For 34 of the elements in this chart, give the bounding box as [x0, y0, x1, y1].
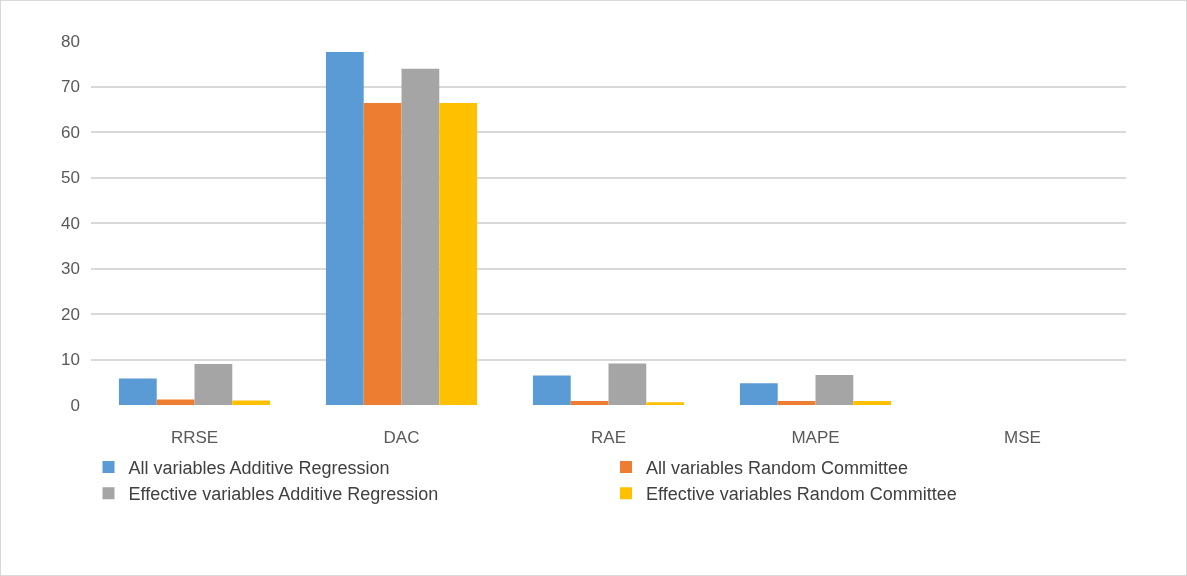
bar: [815, 374, 854, 405]
bar: [363, 102, 402, 405]
y-tick-label: 0: [70, 395, 80, 415]
bar: [156, 399, 195, 405]
y-tick-label: 50: [61, 168, 80, 188]
bar: [118, 378, 157, 405]
bar: [739, 383, 778, 405]
bar: [646, 402, 685, 405]
x-tick-label: RRSE: [170, 428, 219, 447]
y-tick-label: 70: [61, 77, 80, 97]
legend-label: All variables Additive Regression: [128, 457, 390, 478]
legend-label: Effective variables Random Committee: [646, 484, 957, 505]
y-tick-label: 30: [61, 259, 80, 279]
legend-label: All variables Random Committee: [646, 457, 909, 478]
bar: [232, 400, 271, 405]
bar: [325, 51, 364, 405]
x-tick-label: RAE: [591, 428, 626, 447]
x-tick-label: MSE: [1004, 428, 1041, 447]
y-tick-label: 20: [61, 304, 80, 324]
y-tick-label: 40: [61, 213, 80, 233]
bar: [853, 400, 892, 405]
bar: [401, 68, 440, 405]
legend-label: Effective variables Additive Regression: [128, 484, 439, 505]
bar: [570, 400, 609, 405]
y-tick-label: 10: [61, 350, 80, 370]
x-tick-label: DAC: [383, 428, 420, 447]
bar: [439, 102, 478, 405]
bar: [777, 400, 816, 405]
bar: [532, 375, 571, 405]
bar: [608, 363, 647, 405]
bar: [194, 364, 233, 405]
y-tick-label: 80: [61, 31, 80, 51]
y-tick-label: 60: [61, 122, 80, 142]
x-tick-label: MAPE: [791, 428, 840, 447]
